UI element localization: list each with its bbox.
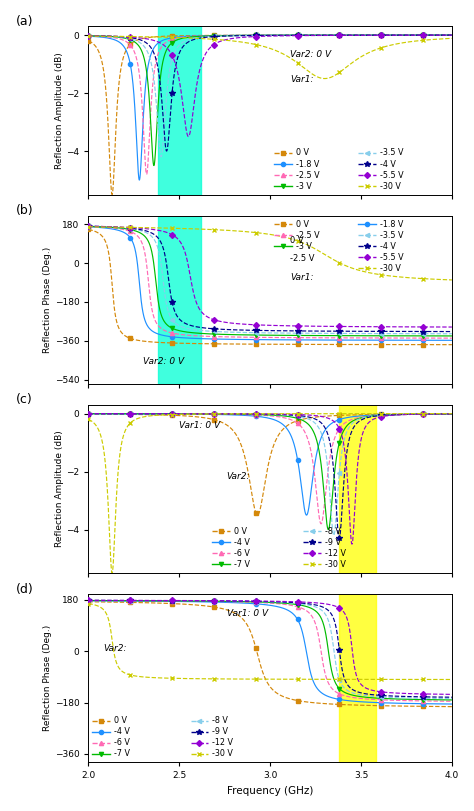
Y-axis label: Reflection Amplitude (dB): Reflection Amplitude (dB) [55,52,64,169]
Bar [339,594,375,762]
Legend: -8 V, -9 V, -12 V, -30 V: -8 V, -9 V, -12 V, -30 V [191,716,233,758]
Legend: -3.5 V, -4 V, -5.5 V, -30 V: -3.5 V, -4 V, -5.5 V, -30 V [358,148,403,191]
Text: Var2: 0 V: Var2: 0 V [290,49,331,58]
Y-axis label: Reflection Phase (Deg.): Reflection Phase (Deg.) [43,625,52,732]
Legend: -1.8 V, -3.5 V, -4 V, -5.5 V, -30 V: -1.8 V, -3.5 V, -4 V, -5.5 V, -30 V [358,220,403,272]
Text: Var1: 0 V: Var1: 0 V [179,422,220,431]
Text: Var2:: Var2: [227,472,250,481]
Text: Var1:: Var1: [290,272,314,281]
Y-axis label: Reflection Amplitude (dB): Reflection Amplitude (dB) [55,431,64,547]
Text: -2.5 V: -2.5 V [290,254,315,263]
Text: (b): (b) [16,204,33,217]
Bar [157,216,201,384]
Y-axis label: Reflection Phase (Deg.): Reflection Phase (Deg.) [43,247,52,353]
X-axis label: Frequency (GHz): Frequency (GHz) [227,786,313,796]
Text: 0 V: 0 V [290,235,304,245]
Bar [339,405,375,573]
Legend: -8 V, -9 V, -12 V, -30 V: -8 V, -9 V, -12 V, -30 V [303,527,346,569]
Text: Var2: 0 V: Var2: 0 V [143,357,184,366]
Text: (a): (a) [16,15,33,28]
Text: Var1: 0 V: Var1: 0 V [227,609,268,618]
Text: (c): (c) [16,393,33,406]
Text: (d): (d) [16,582,34,595]
Bar [157,27,201,195]
Text: Var1:: Var1: [290,75,314,84]
Text: Var2:: Var2: [103,645,127,654]
